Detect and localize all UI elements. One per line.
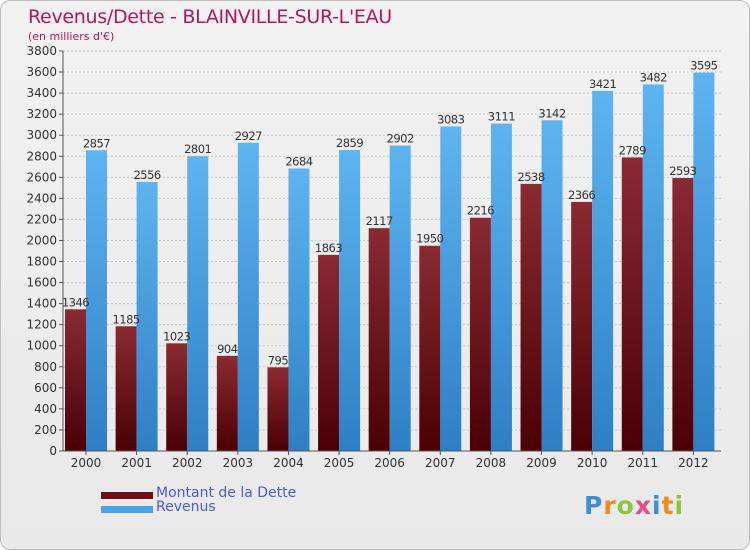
y-tick-label: 2200 <box>26 212 57 226</box>
legend-swatch-revenue <box>101 506 153 513</box>
y-tick-label: 3400 <box>26 86 57 100</box>
data-label: 2117 <box>366 214 393 228</box>
chart-subtitle: (en milliers d'€) <box>28 30 115 43</box>
y-tick-label: 2400 <box>26 191 57 205</box>
data-label: 904 <box>217 342 238 356</box>
y-tick-label: 2800 <box>26 149 57 163</box>
y-tick-label: 1600 <box>26 276 57 290</box>
data-label: 2593 <box>669 164 696 178</box>
x-tick-label: 2002 <box>172 456 203 470</box>
bar-revenus <box>440 126 462 451</box>
bar-dette <box>267 367 289 451</box>
y-tick-label: 1000 <box>26 339 57 353</box>
bar-dette <box>65 309 86 451</box>
bar-dette <box>520 183 542 451</box>
bar-dette <box>621 157 643 451</box>
bar-dette <box>469 217 491 451</box>
data-label: 3595 <box>690 59 717 73</box>
y-tick-label: 1400 <box>26 297 57 311</box>
y-tick-label: 3000 <box>26 128 57 142</box>
bar-revenus <box>642 84 664 451</box>
data-label: 2859 <box>336 136 363 150</box>
data-label: 1023 <box>163 329 190 343</box>
bar-dette <box>216 355 238 451</box>
y-tick-label: 200 <box>34 423 57 437</box>
bar-revenus <box>389 145 411 452</box>
y-tick-label: 800 <box>34 360 57 374</box>
data-label: 3482 <box>640 70 667 84</box>
legend-label-revenue: Revenus <box>156 499 216 515</box>
data-label: 1346 <box>62 295 89 309</box>
bar-revenus <box>237 142 259 452</box>
data-label: 1185 <box>112 312 139 326</box>
data-label: 2684 <box>285 154 312 168</box>
data-label: 2366 <box>568 188 595 202</box>
chart-title: Revenus/Dette - BLAINVILLE-SUR-L'EAU <box>28 6 392 28</box>
legend-label-debt: Montant de la Dette <box>156 485 297 501</box>
data-label: 1863 <box>315 241 342 255</box>
y-tick-label: 2600 <box>26 170 57 184</box>
x-tick-label: 2005 <box>324 456 355 470</box>
data-label: 3142 <box>538 106 565 120</box>
data-label: 3421 <box>589 77 616 91</box>
x-tick-label: 2006 <box>374 456 405 470</box>
data-label: 2927 <box>235 129 262 143</box>
y-tick-label: 400 <box>34 402 57 416</box>
legend-swatch-debt <box>101 492 153 499</box>
y-tick-label: 2000 <box>26 233 57 247</box>
x-tick-label: 2012 <box>678 456 709 470</box>
bar-dette <box>368 228 390 451</box>
bar-revenus <box>339 150 361 452</box>
x-tick-label: 2007 <box>425 456 456 470</box>
bar-dette <box>571 201 593 451</box>
y-tick-label: 3600 <box>26 65 57 79</box>
bar-dette <box>166 343 188 451</box>
data-label: 1950 <box>416 232 443 246</box>
y-tick-label: 3200 <box>26 107 57 121</box>
data-label: 2216 <box>467 204 494 218</box>
data-label: 2801 <box>184 142 211 156</box>
bar-revenus <box>693 72 715 451</box>
x-tick-label: 2001 <box>121 456 152 470</box>
bar-dette <box>115 326 137 451</box>
data-label: 2902 <box>387 132 414 146</box>
bar-revenus <box>541 120 563 452</box>
data-label: 2556 <box>133 168 160 182</box>
data-label: 2789 <box>619 143 646 157</box>
x-tick-label: 2000 <box>71 456 102 470</box>
bar-revenus <box>86 150 107 451</box>
y-tick-label: 1800 <box>26 255 57 269</box>
bar-revenus <box>136 181 158 451</box>
y-tick-label: 600 <box>34 381 57 395</box>
x-tick-label: 2011 <box>627 456 658 470</box>
x-tick-label: 2008 <box>476 456 507 470</box>
data-label: 2538 <box>517 170 544 184</box>
bar-dette <box>672 178 694 452</box>
data-label: 795 <box>268 353 289 367</box>
bar-revenus <box>490 123 512 452</box>
y-tick-label: 3800 <box>26 44 57 58</box>
x-tick-label: 2003 <box>223 456 254 470</box>
bar-revenus <box>288 168 310 451</box>
bar-dette <box>419 245 441 451</box>
proxiti-logo: Proxiti <box>584 491 685 520</box>
data-label: 3111 <box>488 110 515 124</box>
x-tick-label: 2010 <box>577 456 608 470</box>
x-tick-label: 2004 <box>273 456 304 470</box>
bar-dette <box>318 254 340 451</box>
bar-revenus <box>187 156 209 451</box>
y-tick-label: 0 <box>49 444 57 458</box>
y-tick-label: 1200 <box>26 318 57 332</box>
data-label: 2857 <box>83 136 110 150</box>
bar-revenus <box>592 90 614 451</box>
x-tick-label: 2009 <box>526 456 557 470</box>
data-label: 3083 <box>437 112 464 126</box>
